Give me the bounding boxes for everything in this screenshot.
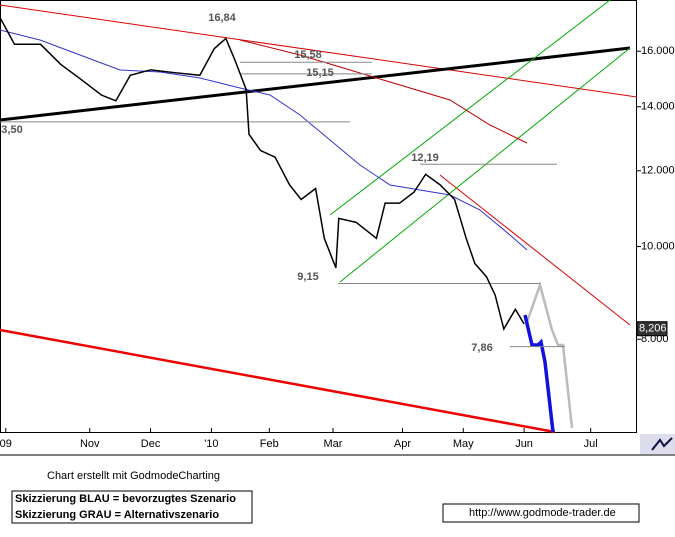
level-label: 12,19 (411, 152, 439, 164)
x-tick-label: Dec (141, 438, 161, 450)
last-price-box (636, 321, 668, 337)
x-tick-label: Apr (394, 438, 411, 450)
trend-line (0, 4, 638, 98)
x-tick-label: Jul (584, 438, 598, 450)
trend-line (0, 328, 556, 434)
x-tick-label: Jun (515, 438, 533, 450)
x-tick-label: Feb (260, 438, 279, 450)
y-tick-label: 10.000 (641, 240, 675, 252)
y-tick-label: 14.000 (641, 101, 675, 113)
moving-average (0, 29, 528, 251)
last-price-label: 8,206 (639, 323, 667, 335)
url: http://www.godmode-trader.de (469, 507, 616, 519)
price-line (0, 17, 525, 331)
channel-line (339, 47, 631, 283)
y-tick-label: 12.000 (641, 165, 675, 177)
x-tick-label: Nov (80, 438, 100, 450)
level-label: 3,50 (1, 124, 22, 136)
x-tick-label: Mar (324, 438, 343, 450)
moving-average (239, 39, 528, 144)
level-label: 15,58 (294, 49, 322, 61)
plot-frame (0, 0, 637, 433)
note-box (11, 490, 253, 524)
logo (640, 434, 675, 454)
main-scenario (523, 314, 555, 433)
legend-note: Skizzierung GRAU = Alternativszenario (15, 509, 219, 521)
trend-line (439, 174, 631, 326)
level-label: 16,84 (208, 12, 236, 24)
level-label: 9,15 (297, 271, 318, 283)
level-label: 7,86 (471, 342, 492, 354)
x-tick-label: May (453, 438, 474, 450)
url-box (442, 503, 640, 523)
x-tick-label: '10 (204, 438, 218, 450)
alt-scenario (525, 280, 574, 429)
trend-line (0, 46, 631, 122)
level-label: 15,15 (306, 67, 334, 79)
channel-line (329, 0, 611, 216)
legend-note: Skizzierung BLAU = bevorzugtes Szenario (15, 493, 236, 505)
credit: Chart erstellt mit GodmodeCharting (47, 470, 220, 482)
drawings (0, 0, 638, 434)
logo-icon (651, 437, 673, 451)
y-tick-label: 16.000 (641, 45, 675, 57)
x-tick-label: 09 (0, 438, 12, 450)
